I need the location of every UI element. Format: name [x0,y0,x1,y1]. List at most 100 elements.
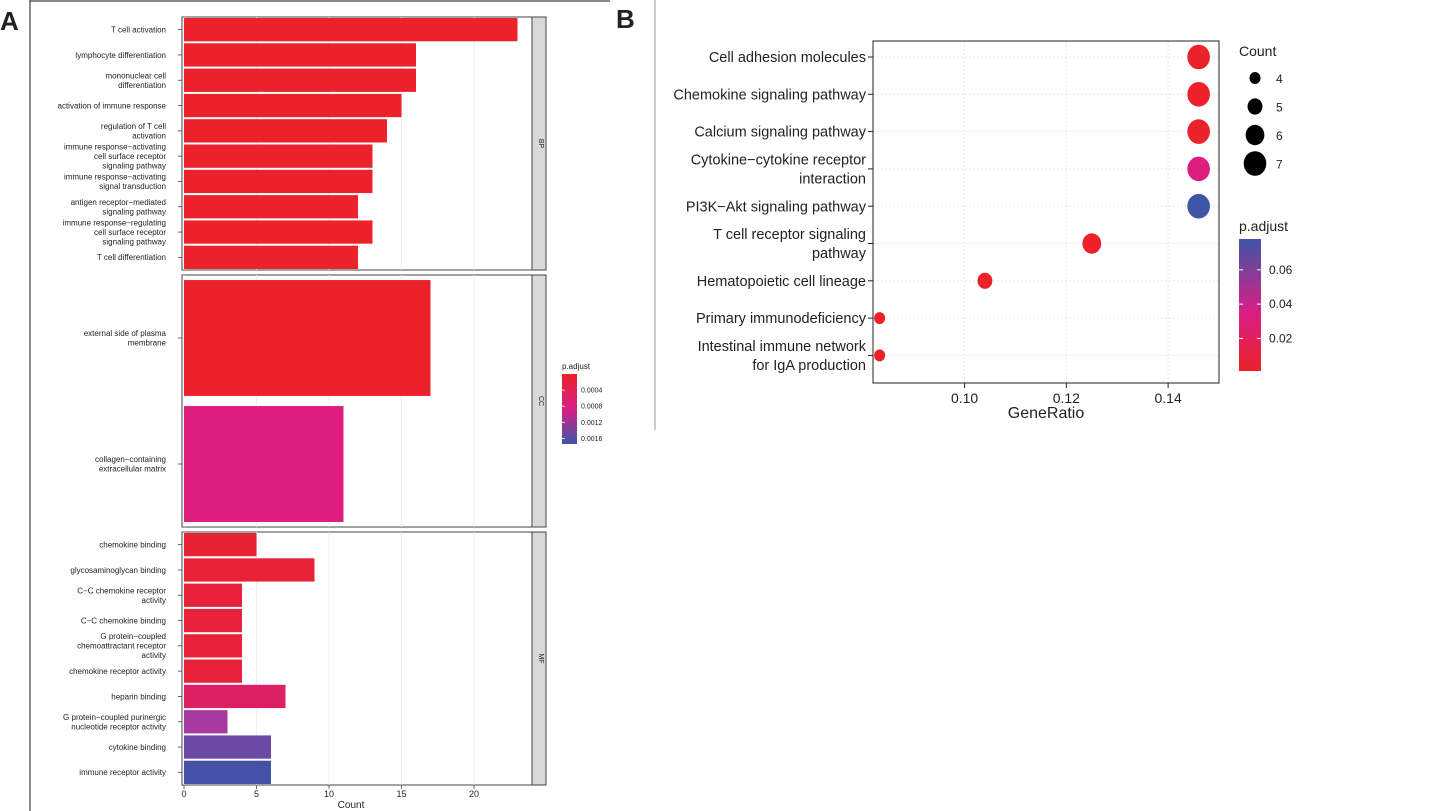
go-legend-tick-label: 0.0012 [581,420,603,427]
go-bar [184,583,242,607]
kegg-pathway-label: T cell receptor signaling pathway [713,227,867,262]
go-term-label: T cell differentiation [97,253,166,262]
go-term-label: G protein−coupled chemoattractant recepto… [77,632,166,660]
go-bars [184,18,518,784]
go-term-label: mononuclear cell differentiation [106,71,167,90]
go-legend-colorbar [562,374,577,444]
facet-strip-mf [531,531,547,786]
go-term-label: G protein−coupled purinergic nucleotide r… [63,713,166,732]
kegg-dot [1082,233,1102,254]
kegg-pathway-label: PI3K−Akt signaling pathway [686,199,867,215]
kegg-legend-tick-label: 0.06 [1269,263,1293,277]
go-term-label: cytokine binding [109,743,166,752]
facet-strip-cc [531,274,547,528]
kegg-dot [977,272,993,289]
kegg-pathway-label: Cell adhesion molecules [709,50,866,66]
go-bar [184,608,242,633]
go-bar [184,558,315,582]
kegg-count-legend: Count 4 5 6 7 [1239,43,1283,176]
count-axis-tick-label: 5 [254,789,259,799]
kegg-plot-frame [872,40,1220,384]
kegg-dot [1187,82,1210,107]
panel-a-label: A [0,6,19,36]
go-color-legend: p.adjust 0.0004 0.0008 0.0012 0.0016 [562,362,603,444]
count-axis: 0 5 10 15 20 [181,785,479,799]
go-bar [184,119,387,143]
go-term-label: collagen−containing extracellular matrix [95,455,166,474]
kegg-legend-ticks: 0.06 0.04 0.02 [1239,263,1293,345]
count-legend-dot [1245,124,1265,146]
count-legend-dot [1247,98,1263,115]
kegg-legend-tick-label: 0.02 [1269,331,1293,345]
facet-strips: BP CC MF [531,16,547,786]
count-axis-tick-label: 20 [469,789,479,799]
go-legend-tick-label: 0.0008 [581,404,603,411]
go-term-label: chemokine binding [99,540,166,549]
go-legend-title: p.adjust [562,362,591,371]
go-bar [184,18,518,42]
count-axis-tick-label: 15 [396,789,406,799]
kegg-dot [1187,156,1210,182]
go-term-label: T cell activation [111,25,166,34]
go-bar [184,93,402,118]
kegg-pathway-label: Intestinal immune network for IgA product… [698,339,867,374]
generatio-tick-label: 0.10 [951,390,978,406]
go-bar [184,735,271,759]
facet-strip-label: MF [537,653,544,663]
kegg-dot [874,312,886,325]
go-bar [184,43,416,67]
kegg-dot [1187,193,1210,219]
kegg-dot [1187,44,1210,70]
go-bar [184,169,373,194]
panel-b-label: B [616,4,635,34]
go-legend-ticks: 0.0004 0.0008 0.0012 0.0016 [562,388,603,443]
go-term-label: activation of immune response [58,101,167,110]
count-legend-label: 5 [1276,101,1283,115]
count-legend-label: 6 [1276,129,1283,143]
kegg-dot [874,349,886,362]
kegg-pathway-labels: Cell adhesion molecules Chemokine signali… [673,50,873,374]
count-legend-label: 4 [1276,72,1283,86]
count-legend-items: 4 5 6 7 [1243,72,1283,176]
facet-strip-label: BP [537,139,544,149]
facet-strip-label: CC [537,396,544,406]
go-term-label: C−C chemokine receptor activity [77,586,166,605]
go-legend-tick-label: 0.0016 [581,436,603,443]
generatio-tick-label: 0.12 [1053,390,1080,406]
facet-strip-bp [531,16,547,271]
generatio-tick-label: 0.14 [1154,390,1181,406]
kegg-color-legend: p.adjust 0.06 0.04 0.02 [1239,218,1293,371]
go-bar [184,710,228,734]
generatio-axis-title: GeneRatio [1008,405,1085,422]
go-bar [184,659,242,683]
go-term-label: C−C chemokine binding [81,616,166,625]
kegg-pathway-label: Calcium signaling pathway [694,125,866,141]
kegg-pathway-label: Chemokine signaling pathway [673,87,866,103]
go-bar [184,195,358,219]
go-term-labels: T cell activation lymphocyte differentiat… [58,25,182,777]
go-term-label: immune receptor activity [79,768,166,777]
go-term-label: antigen receptor−mediated signaling pathw… [71,198,166,217]
kegg-grid [873,41,1219,383]
go-bar [184,280,431,396]
kegg-dot [1187,119,1210,144]
count-legend-title: Count [1239,43,1276,59]
count-axis-tick-label: 10 [324,789,334,799]
count-legend-dot [1249,72,1261,84]
go-term-label: immune response−activating signal transdu… [64,173,166,192]
go-term-label: immune response−regulating cell surface r… [63,218,167,246]
kegg-legend-title: p.adjust [1239,218,1288,234]
go-term-label: lymphocyte differentiation [75,51,166,60]
kegg-legend-tick-label: 0.04 [1269,297,1293,311]
go-legend-tick-label: 0.0004 [581,388,603,395]
go-bar [184,684,286,709]
count-axis-tick-label: 0 [181,789,186,799]
count-legend-dot [1243,151,1267,176]
go-bar [184,245,358,269]
go-term-label: chemokine receptor activity [69,667,166,676]
go-term-label: heparin binding [111,692,166,701]
generatio-axis: 0.10 0.12 0.14 [951,383,1182,406]
go-term-label: immune response−activating cell surface r… [64,142,166,170]
count-legend-label: 7 [1276,158,1283,172]
